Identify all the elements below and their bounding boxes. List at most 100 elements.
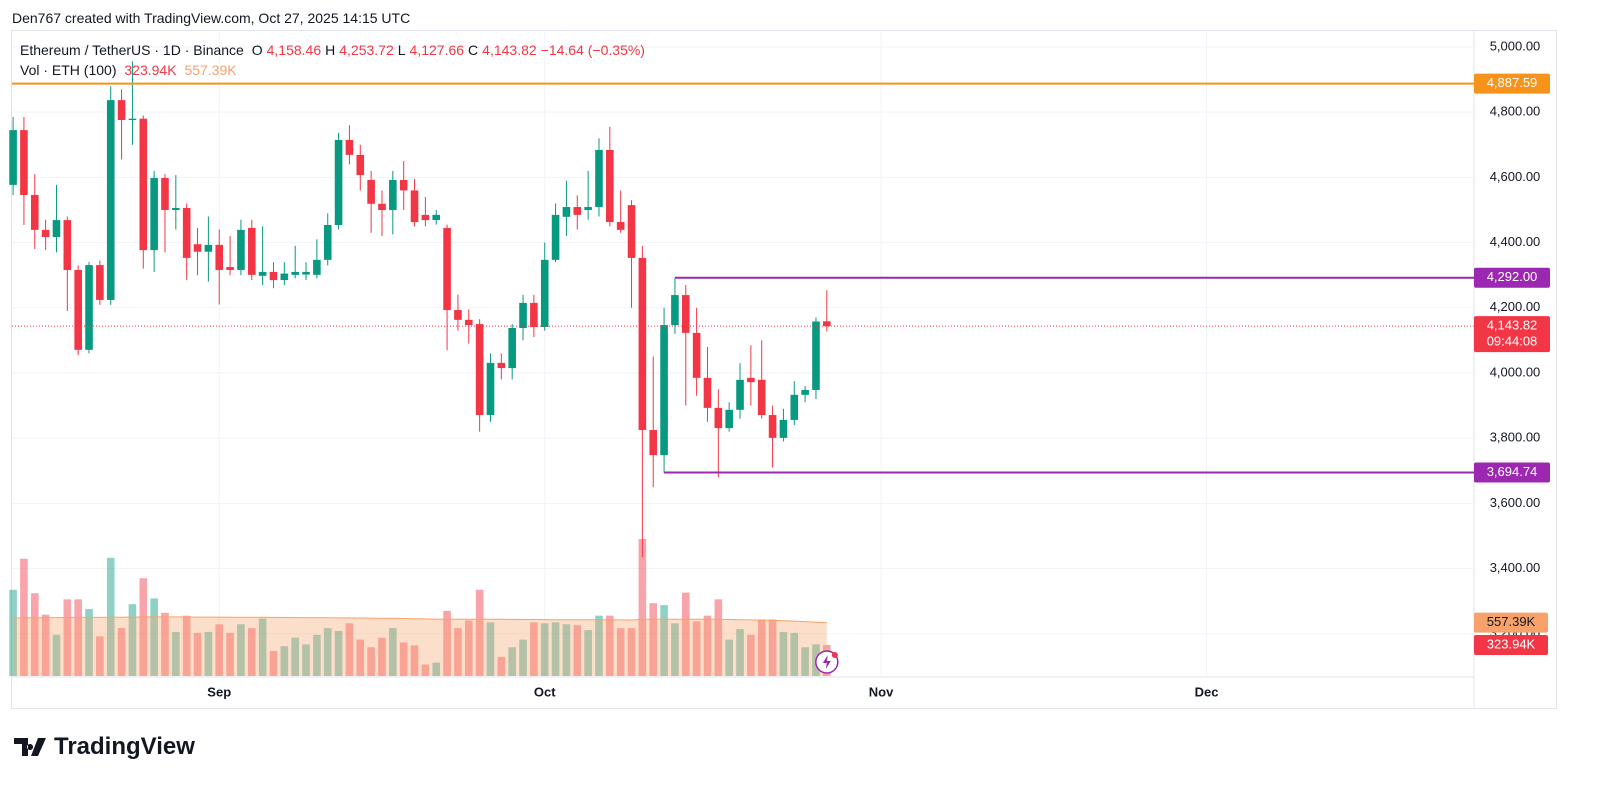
candle-body (801, 389, 809, 395)
ohlc-key: L (397, 42, 406, 58)
volume-bar (410, 645, 419, 676)
candle-body (530, 302, 538, 328)
volume-bar (334, 630, 343, 676)
candle-body (323, 224, 332, 260)
volume-bar (464, 620, 473, 676)
ohlc-item: H 4,253.72 (325, 42, 394, 58)
volume-bar (150, 598, 158, 676)
candle-body (128, 118, 137, 121)
volume-bar (757, 619, 766, 676)
candle-body (193, 244, 202, 252)
candle-body (215, 244, 224, 270)
volume-bar (584, 630, 592, 676)
candle-body (714, 407, 723, 429)
live-icon (822, 655, 831, 669)
candle-body (172, 208, 180, 210)
candle-body (421, 214, 430, 221)
volume-bar (237, 624, 245, 676)
candle-body (226, 267, 234, 270)
candle-body (627, 205, 636, 258)
volume-bar (323, 628, 332, 676)
volume-bar (768, 619, 777, 676)
candle-body (671, 295, 679, 326)
volume-bar (627, 628, 636, 676)
volume-bar (519, 639, 527, 676)
volume-bar (258, 618, 267, 676)
volume-bar (649, 603, 658, 676)
volume-tag (1474, 634, 1548, 655)
volume-bar (226, 632, 234, 676)
volume-bar (475, 589, 484, 676)
y-tick-label: 3,800.00 (1490, 430, 1541, 445)
candle-body (703, 377, 712, 408)
volume-bar (313, 634, 321, 676)
candle-body (367, 179, 375, 204)
volume-bar (161, 612, 169, 676)
volume-bar (280, 646, 289, 676)
volume-tag-label: 323.94K (1487, 636, 1536, 651)
candle-body (519, 302, 527, 328)
volume-bar (638, 539, 647, 676)
volume-bar (508, 647, 516, 676)
price-tag-label: 4,887.59 (1487, 75, 1538, 90)
candle-body (291, 271, 299, 275)
candle-body (410, 190, 419, 223)
x-tick-label: Nov (869, 684, 894, 699)
y-tick-label: 5,000.00 (1490, 38, 1541, 53)
volume-bar (74, 599, 82, 676)
volume-bar (41, 614, 50, 676)
candle-body (85, 265, 93, 350)
credit: Den767 created with TradingView.com, Oct… (12, 10, 411, 26)
price-tag-label: 4,143.82 (1487, 318, 1538, 333)
candle-body (204, 244, 213, 252)
volume-last: 323.94K (124, 62, 177, 78)
volume-bar (30, 593, 39, 676)
candle-body (389, 179, 397, 210)
price-tag (1474, 316, 1550, 353)
volume-bar (616, 628, 625, 676)
candle-body (258, 271, 267, 276)
price-tag (1474, 462, 1550, 483)
x-tick-label: Sep (207, 684, 231, 699)
volume-bar (497, 656, 506, 676)
y-tick-label: 4,400.00 (1490, 234, 1541, 249)
volume-bar (85, 608, 93, 676)
candle-body (573, 207, 582, 215)
candle-body (150, 178, 158, 251)
candle-body (302, 271, 310, 275)
volume-bar (117, 628, 126, 676)
candle-body (812, 321, 820, 390)
y-tick-label: 4,200.00 (1490, 299, 1541, 314)
candle-body (475, 324, 484, 416)
volume-bar (291, 637, 299, 676)
change: −14.64 (−0.35%) (540, 42, 645, 58)
candle-body (161, 178, 169, 210)
volume-bar (725, 639, 733, 676)
ohlc-value: 4,253.72 (339, 42, 394, 58)
candle-body (606, 150, 614, 223)
volume-bar (486, 622, 495, 676)
volume-bar (551, 622, 560, 676)
candle-body (464, 319, 473, 326)
candle-body (247, 227, 256, 275)
candle-body (747, 377, 755, 383)
ohlc-value: 4,158.46 (266, 42, 322, 58)
x-tick-label: Dec (1195, 684, 1219, 699)
volume-bar (540, 623, 549, 676)
volume-bar (562, 624, 571, 676)
volume-bar (52, 634, 61, 676)
candle-body (9, 130, 17, 185)
price-tag (1474, 267, 1550, 288)
volume-bar (389, 628, 397, 676)
candle-body (486, 362, 495, 416)
ohlc-key: C (468, 42, 479, 58)
volume-ma-area (13, 616, 827, 676)
candle-body (96, 265, 104, 300)
candle-body (497, 362, 506, 369)
volume-bar (345, 623, 354, 676)
volume-bar (96, 636, 104, 676)
ohlc-item: L 4,127.66 (398, 42, 464, 58)
ohlc-item: C 4,143.82 (468, 42, 537, 58)
candle-body (649, 430, 658, 456)
